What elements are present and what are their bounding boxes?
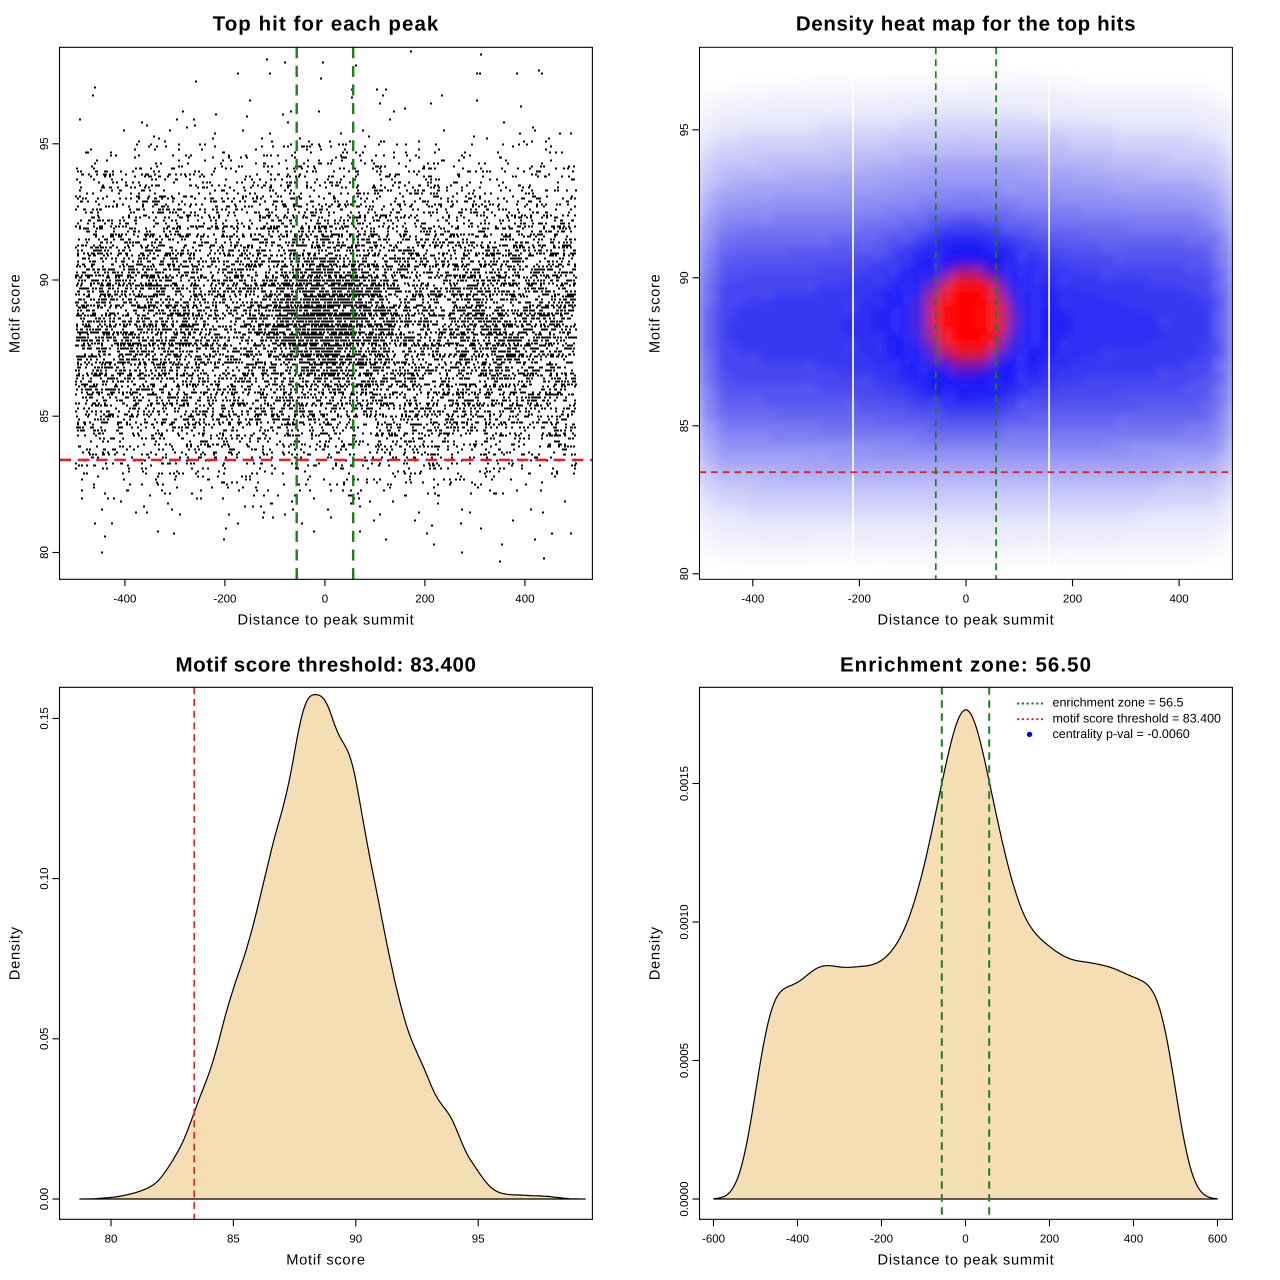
- svg-text:80: 80: [105, 1234, 118, 1246]
- svg-text:200: 200: [415, 594, 434, 606]
- svg-text:-200: -200: [870, 1234, 893, 1246]
- svg-text:85: 85: [679, 419, 691, 432]
- svg-text:Motif score: Motif score: [8, 274, 24, 354]
- svg-text:400: 400: [1124, 1234, 1143, 1246]
- svg-text:95: 95: [472, 1234, 485, 1246]
- svg-text:motif score threshold = 83.400: motif score threshold = 83.400: [1053, 711, 1222, 725]
- svg-text:-200: -200: [848, 594, 871, 606]
- svg-text:0: 0: [963, 594, 969, 606]
- svg-text:Density: Density: [8, 926, 24, 980]
- svg-text:-400: -400: [786, 1234, 809, 1246]
- svg-text:0.0000: 0.0000: [679, 1181, 691, 1216]
- svg-text:400: 400: [1170, 594, 1189, 606]
- svg-text:Density heat map for the top h: Density heat map for the top hits: [796, 13, 1136, 36]
- svg-text:400: 400: [515, 594, 534, 606]
- svg-text:0.05: 0.05: [39, 1028, 51, 1050]
- svg-text:Distance to peak summit: Distance to peak summit: [238, 613, 415, 629]
- svg-text:200: 200: [1040, 1234, 1059, 1246]
- svg-text:0.0015: 0.0015: [679, 766, 691, 801]
- svg-text:-600: -600: [702, 1234, 725, 1246]
- svg-text:0.00: 0.00: [39, 1188, 51, 1210]
- svg-text:Density: Density: [648, 926, 664, 980]
- svg-text:90: 90: [349, 1234, 362, 1246]
- svg-text:Distance to peak summit: Distance to peak summit: [878, 613, 1055, 629]
- svg-text:Top hit for each peak: Top hit for each peak: [213, 13, 440, 36]
- svg-text:80: 80: [39, 546, 51, 559]
- svg-text:80: 80: [679, 567, 691, 580]
- svg-text:600: 600: [1208, 1234, 1227, 1246]
- svg-text:centrality p-val = -0.0060: centrality p-val = -0.0060: [1053, 727, 1190, 741]
- svg-text:-400: -400: [113, 594, 136, 606]
- svg-text:Motif score: Motif score: [648, 274, 664, 354]
- svg-text:-400: -400: [741, 594, 764, 606]
- svg-text:200: 200: [1063, 594, 1082, 606]
- svg-text:85: 85: [227, 1234, 240, 1246]
- svg-text:0.0005: 0.0005: [679, 1043, 691, 1078]
- svg-text:Distance to peak summit: Distance to peak summit: [878, 1253, 1055, 1269]
- svg-text:Enrichment zone: 56.50: Enrichment zone: 56.50: [840, 654, 1092, 677]
- svg-text:95: 95: [679, 123, 691, 136]
- svg-text:90: 90: [39, 274, 51, 287]
- svg-text:Motif score: Motif score: [286, 1253, 366, 1269]
- svg-text:0.0010: 0.0010: [679, 904, 691, 939]
- svg-text:0: 0: [962, 1234, 968, 1246]
- svg-text:85: 85: [39, 410, 51, 423]
- svg-text:95: 95: [39, 137, 51, 150]
- svg-text:0: 0: [322, 594, 328, 606]
- svg-text:Motif score threshold: 83.400: Motif score threshold: 83.400: [175, 654, 476, 677]
- svg-text:enrichment zone = 56.5: enrichment zone = 56.5: [1053, 696, 1184, 710]
- svg-text:-200: -200: [213, 594, 236, 606]
- svg-text:0.10: 0.10: [39, 867, 51, 889]
- svg-text:0.15: 0.15: [39, 707, 51, 729]
- svg-text:90: 90: [679, 271, 691, 284]
